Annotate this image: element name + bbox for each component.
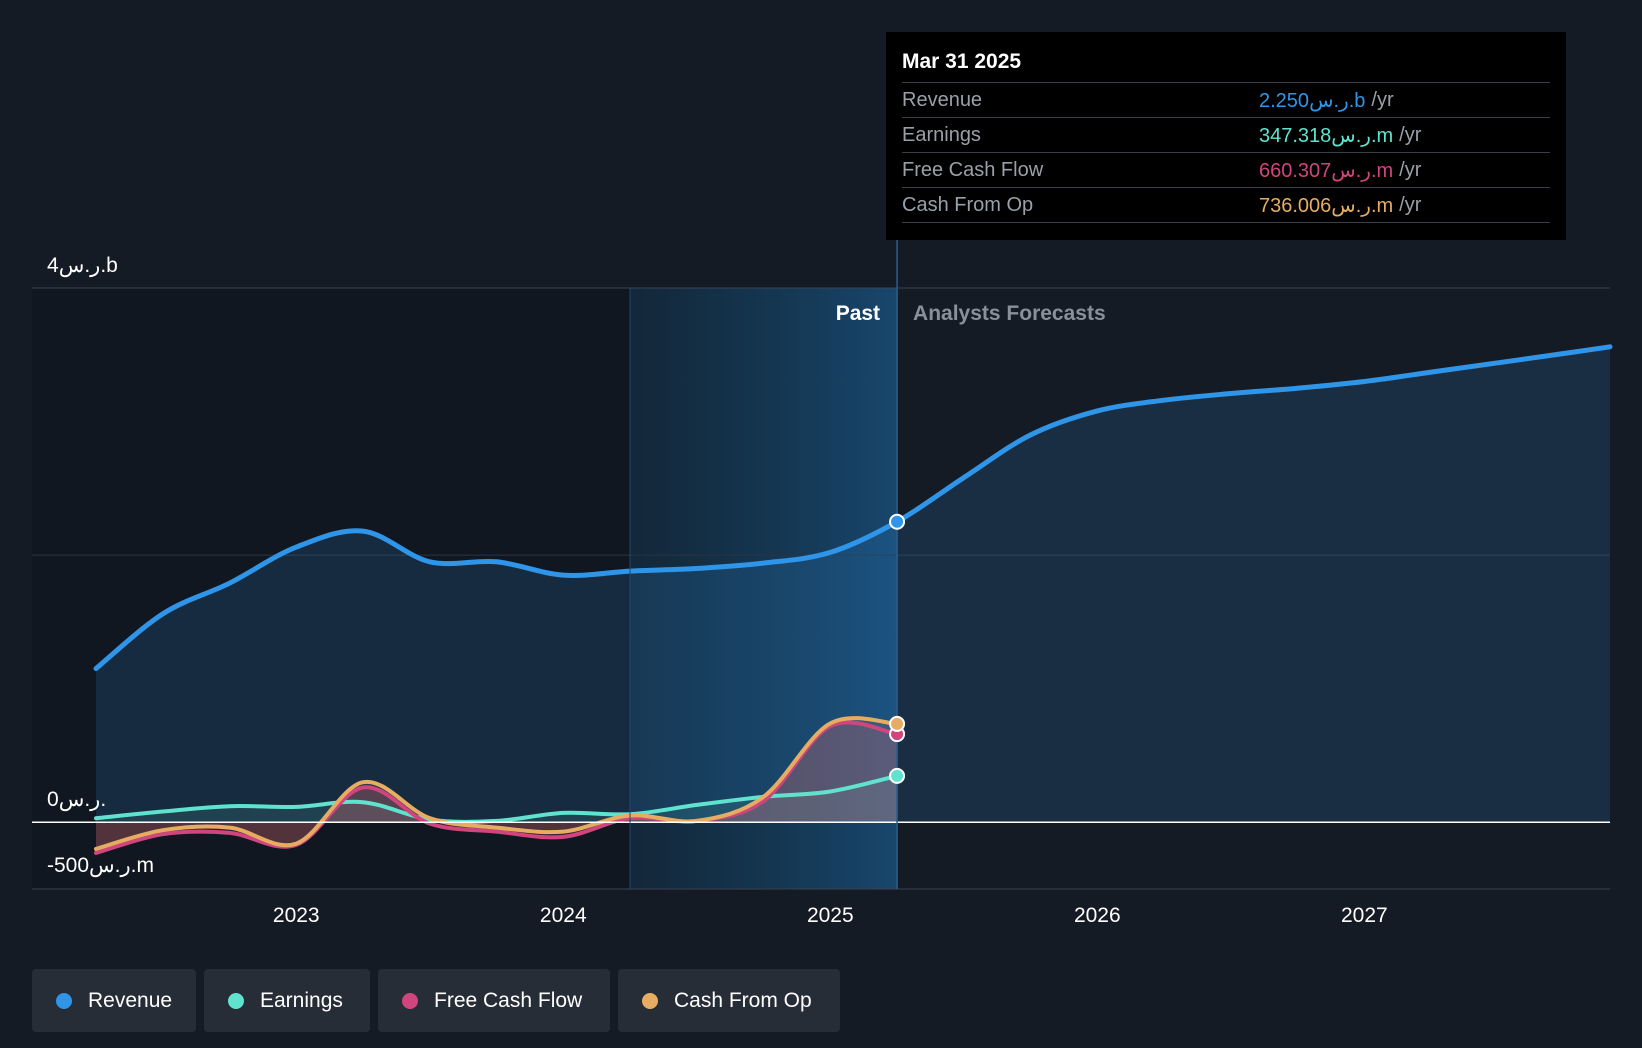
x-axis-label: 2024 [540,904,587,927]
past-label: Past [836,302,880,325]
legend-label: Free Cash Flow [434,988,583,1012]
tooltip-date: Mar 31 2025 [902,50,1022,73]
legend-label: Cash From Op [674,988,812,1012]
line-revenue [93,344,1613,672]
legend-label: Earnings [260,988,343,1012]
legend-label: Revenue [88,988,173,1012]
area-earnings [96,775,898,823]
past-region [32,288,631,889]
tooltip-unit: /yr [1371,88,1394,111]
legend-item-revenue[interactable]: Revenue [32,969,196,1032]
tooltip-value: 660.307ر.س.m [1259,159,1394,182]
marker-earnings[interactable] [889,767,906,784]
legend-item-free-cash-flow[interactable]: Free Cash Flow [378,969,610,1032]
legend-item-earnings[interactable]: Earnings [204,969,370,1032]
marker-cash-from-op[interactable] [889,715,906,732]
tooltip-unit: /yr [1399,123,1422,146]
area-revenue [96,346,1610,823]
tooltip-label: Cash From Op [902,193,1034,216]
legend-dot-icon [642,992,658,1009]
legend-dot-icon [402,992,418,1009]
legend-dot-icon [228,992,244,1009]
x-axis-label: 2023 [273,904,320,927]
tooltip-value: 347.318ر.س.m [1259,124,1394,147]
x-axis-label: 2025 [807,904,854,927]
y-axis-label: 4ر.س.b [47,254,118,278]
tooltip: Mar 31 2025 Revenue 2.250ر.س.b /yr Earni… [886,32,1566,240]
line-free-cash-flow [94,720,900,855]
x-axis-label: 2026 [1074,904,1121,927]
tooltip-value: 736.006ر.س.m [1259,194,1394,217]
tooltip-label: Revenue [902,88,983,111]
y-axis-label: 0ر.س. [47,788,106,812]
tooltip-row-revenue: Revenue 2.250ر.س.b /yr [902,82,1550,117]
tooltip-unit: /yr [1399,193,1422,216]
line-cash-from-op [94,716,900,851]
tooltip-value: 2.250ر.س.b [1259,89,1366,112]
forecast-label: Analysts Forecasts [913,302,1106,325]
tooltip-label: Earnings [902,123,981,146]
tooltip-unit: /yr [1399,158,1422,181]
legend-dot-icon [56,992,72,1009]
tooltip-row-free-cash-flow: Free Cash Flow 660.307ر.س.m /yr [902,152,1550,187]
tooltip-label: Free Cash Flow [902,158,1044,181]
x-axis-label: 2027 [1341,904,1388,927]
marker-revenue[interactable] [889,513,906,530]
tooltip-row-earnings: Earnings 347.318ر.س.m /yr [902,117,1550,152]
legend-item-cash-from-op[interactable]: Cash From Op [618,969,840,1032]
tooltip-row-cash-from-op: Cash From Op 736.006ر.س.m /yr [902,187,1550,223]
y-axis-label: -500ر.س.m [47,854,154,878]
